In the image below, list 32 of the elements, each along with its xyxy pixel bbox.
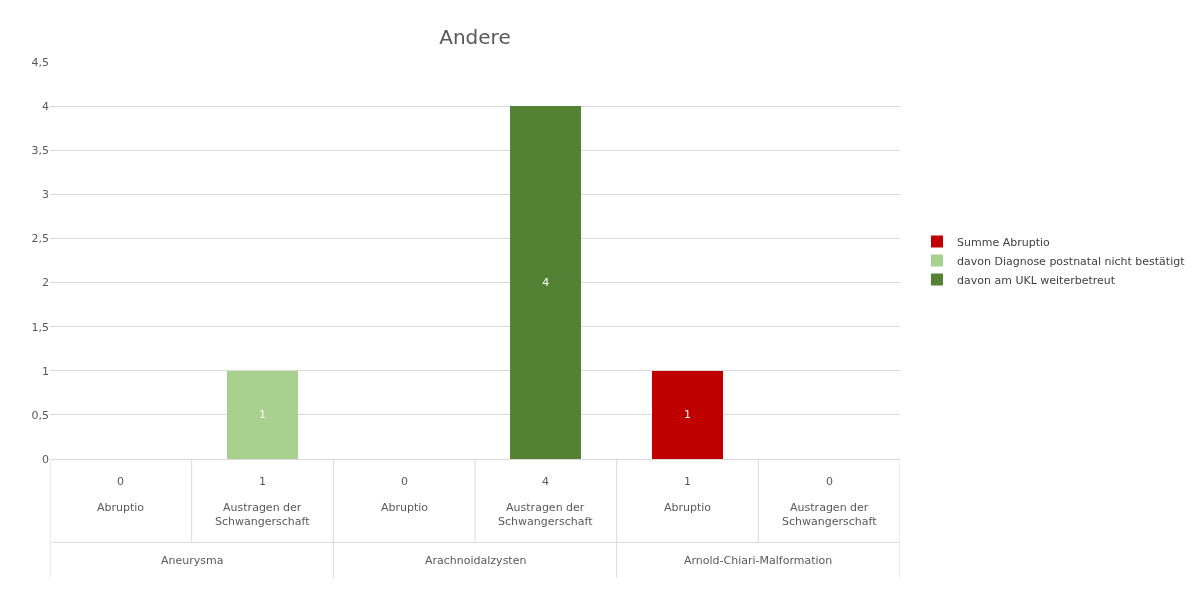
- x-tick-label: Abruptio: [97, 501, 145, 514]
- text: 0: [401, 475, 408, 488]
- data-label: 1: [259, 408, 266, 422]
- text: 0: [826, 475, 833, 488]
- y-tick-label: 1: [42, 364, 49, 378]
- y-tick-label: 4,5: [31, 55, 49, 69]
- text: 0: [117, 475, 124, 488]
- y-tick-label: 4: [42, 99, 49, 113]
- x-tick-label: Austragen der Schwangerschaft: [498, 501, 594, 529]
- data-label: 4: [542, 276, 550, 290]
- x-tick-label: Austragen der Schwangerschaft: [215, 501, 311, 529]
- text: Arnold-Chiari-Malformation: [684, 554, 833, 567]
- data-label: 1: [684, 408, 691, 422]
- legend-label: Summe Abruptio: [957, 235, 1050, 249]
- y-tick-label: 1,5: [31, 320, 49, 334]
- total-label: 4: [542, 475, 549, 488]
- text: Arachnoidalzysten: [425, 554, 527, 567]
- y-tick-label: 3,5: [31, 144, 49, 158]
- legend-label: davon am UKL weiterbetreut: [957, 273, 1116, 287]
- x-tick-label: Austragen der Schwangerschaft: [782, 501, 878, 529]
- total-label: 1: [259, 475, 266, 488]
- x-tick-label: Abruptio: [664, 501, 712, 514]
- x-tick-label: Abruptio: [381, 501, 429, 514]
- y-tick-label: 2,5: [31, 232, 49, 246]
- y-tick-label: 0,5: [31, 408, 49, 422]
- total-label: 1: [684, 475, 691, 488]
- y-tick-label: 0: [42, 452, 49, 466]
- chart-title: Andere: [439, 24, 511, 49]
- legend-label: davon Diagnose postnatal nicht bestätigt: [957, 254, 1186, 268]
- text: Aneurysma: [161, 554, 224, 567]
- y-tick-label: 3: [42, 188, 49, 202]
- y-tick-label: 2: [42, 276, 49, 290]
